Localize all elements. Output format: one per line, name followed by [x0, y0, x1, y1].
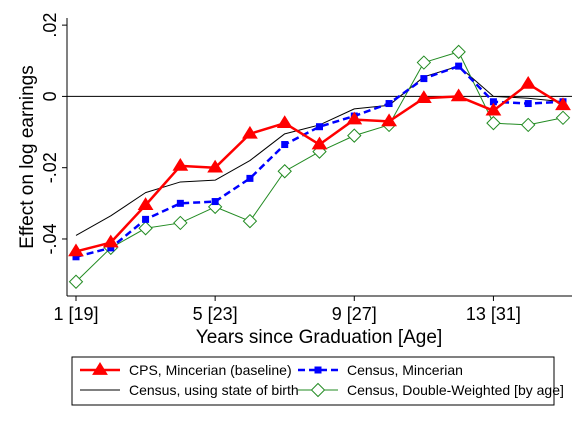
legend-marker-0	[92, 362, 108, 375]
legend-box	[71, 356, 555, 406]
series-0-point-5	[242, 125, 258, 139]
series-0-point-8	[346, 111, 363, 125]
series-1-point-5	[246, 174, 254, 182]
series-1-point-4	[211, 198, 219, 206]
series-0-point-4	[207, 159, 224, 173]
series-0-point-1	[102, 234, 119, 248]
series-3-point-8	[347, 128, 362, 143]
series-3-point-5	[242, 213, 258, 229]
series-0-point-6	[276, 115, 293, 128]
x-tick-label-3: 13 [31]	[466, 304, 521, 324]
series-3-point-14	[555, 110, 571, 126]
axis-ticks: -.04 -.02 0 .02 1 [19] 5 [23] 9 [27] 13 [31]	[40, 13, 521, 324]
series-0-point-0	[68, 243, 84, 257]
series-3-point-13	[521, 117, 536, 133]
legend-label-2: Census, using state of birth	[129, 382, 299, 398]
series-1-point-10	[420, 75, 428, 83]
series-1-point-11	[455, 62, 463, 70]
series-0-point-10	[415, 90, 432, 104]
series-3-point-12	[486, 115, 501, 131]
y-tick-label-0: -.04	[40, 223, 60, 254]
legend-label-3: Census, Double-Weighted [by age]	[347, 382, 564, 398]
series-0-point-14	[555, 97, 571, 111]
x-axis-label: Years since Graduation [Age]	[196, 327, 442, 348]
series-3-point-0	[68, 274, 84, 289]
series-3-point-10	[416, 55, 432, 70]
series-0-point-3	[172, 157, 189, 171]
x-tick-label-0: 1 [19]	[53, 304, 98, 324]
x-tick-label-1: 5 [23]	[193, 304, 238, 324]
series-1-point-13	[524, 100, 532, 108]
legend-label-0: CPS, Mincerian (baseline)	[129, 362, 292, 378]
series-markers	[68, 44, 571, 289]
series-0-point-2	[137, 197, 154, 210]
y-tick-label-3: .02	[40, 13, 60, 38]
series-1-point-2	[142, 215, 150, 223]
plot-area: -.04 -.02 0 .02 1 [19] 5 [23] 9 [27] 13 [31]	[40, 13, 572, 324]
y-tick-label-2: 0	[40, 91, 60, 101]
y-tick-label-1: -.02	[40, 152, 60, 183]
series-1-point-1	[107, 244, 115, 252]
series-3-point-6	[277, 164, 292, 179]
series-0-point-9	[381, 113, 397, 127]
series-1-point-0	[72, 253, 80, 261]
series-3-point-2	[138, 221, 153, 236]
series-3-point-11	[451, 44, 466, 60]
series-3-point-3	[173, 215, 188, 231]
y-axis-label: Effect on log earnings	[17, 65, 38, 248]
series-1-point-3	[176, 199, 184, 207]
series-0-point-7	[311, 136, 328, 150]
series-line-1	[75, 64, 564, 259]
series-1-point-7	[316, 123, 323, 131]
series-1-point-12	[489, 98, 497, 106]
x-tick-label-2: 9 [27]	[332, 304, 377, 324]
series-0-point-12	[485, 102, 502, 116]
legend-marker-3	[310, 382, 326, 398]
series-1-point-9	[385, 100, 393, 108]
legend-marker-1	[314, 366, 322, 374]
legend: CPS, Mincerian (baseline) Census, Minceri…	[71, 356, 564, 406]
series-0-point-11	[450, 88, 467, 102]
legend-label-1: Census, Mincerian	[347, 362, 463, 378]
series-1-point-6	[281, 141, 289, 149]
series-0-point-13	[520, 75, 537, 89]
